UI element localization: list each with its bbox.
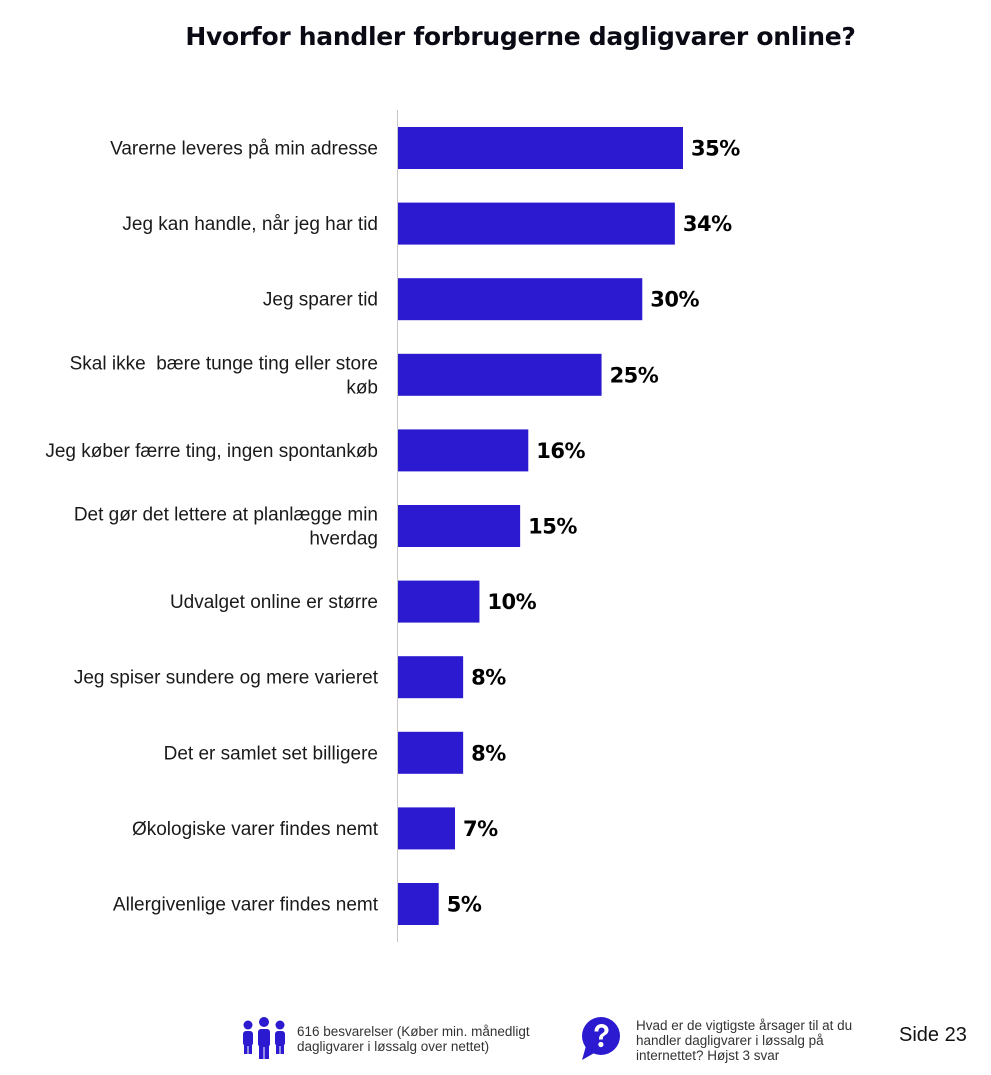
data-label: 35% <box>691 137 740 161</box>
category-label: Jeg køber færre ting, ingen spontankøb <box>45 441 378 462</box>
question-text: Hvad er de vigtigste årsager til at du h… <box>636 1018 886 1063</box>
respondents-line: dagligvarer i løssalg over nettet) <box>297 1039 490 1054</box>
data-label: 15% <box>528 515 577 539</box>
respondents-text: 616 besvarelser (Køber min. månedligt da… <box>297 1024 562 1054</box>
bar <box>398 807 455 850</box>
bar <box>398 505 521 547</box>
respondents-line: 616 besvarelser (Køber min. månedligt <box>297 1024 530 1039</box>
category-label: Jeg kan handle, når jeg har tid <box>122 214 378 235</box>
bars-group: 35% Varerne leveres på min adresse 34% Jeg … <box>45 127 741 925</box>
category-label: Jeg spiser sundere og mere varieret <box>74 668 379 689</box>
bar <box>398 429 529 472</box>
bar <box>398 656 464 699</box>
bar <box>398 353 602 396</box>
category-label: Det er samlet set billigere <box>164 743 378 764</box>
category-label: køb <box>346 377 378 398</box>
data-label: 10% <box>487 590 536 614</box>
question-line: handler dagligvarer i løssalg på <box>636 1033 824 1048</box>
bar <box>398 580 480 623</box>
data-label: 16% <box>536 439 585 463</box>
question-bubble-icon <box>582 1017 620 1060</box>
data-label: 30% <box>650 288 699 312</box>
bar <box>398 127 683 169</box>
bar <box>398 278 643 321</box>
data-label: 5% <box>447 893 482 917</box>
category-label: Jeg sparer tid <box>263 290 378 311</box>
category-label: Skal ikke bære tunge ting eller store <box>70 353 378 374</box>
bar <box>398 202 675 245</box>
data-label: 7% <box>463 817 498 841</box>
question-line: internettet? Højst 3 svar <box>636 1048 780 1063</box>
category-label: hverdag <box>309 529 378 550</box>
bar-chart: 35% Varerne leveres på min adresse 34% Jeg … <box>45 110 741 942</box>
question-line: Hvad er de vigtigste årsager til at du <box>636 1018 853 1033</box>
category-label: Det gør det lettere at planlægge min <box>74 505 378 526</box>
bar <box>398 883 439 925</box>
category-label: Udvalget online er større <box>170 592 378 613</box>
category-label: Økologiske varer findes nemt <box>132 819 379 840</box>
data-label: 25% <box>610 363 659 387</box>
page-title: Hvorfor handler forbrugerne dagligvarer … <box>185 22 856 51</box>
bar <box>398 731 464 774</box>
data-label: 8% <box>471 741 506 765</box>
category-label: Allergivenlige varer findes nemt <box>113 895 379 916</box>
category-label: Varerne leveres på min adresse <box>110 139 378 160</box>
people-group-icon <box>243 1017 285 1059</box>
page-number: Side 23 <box>899 1024 967 1046</box>
data-label: 8% <box>471 666 506 690</box>
data-label: 34% <box>683 212 732 236</box>
